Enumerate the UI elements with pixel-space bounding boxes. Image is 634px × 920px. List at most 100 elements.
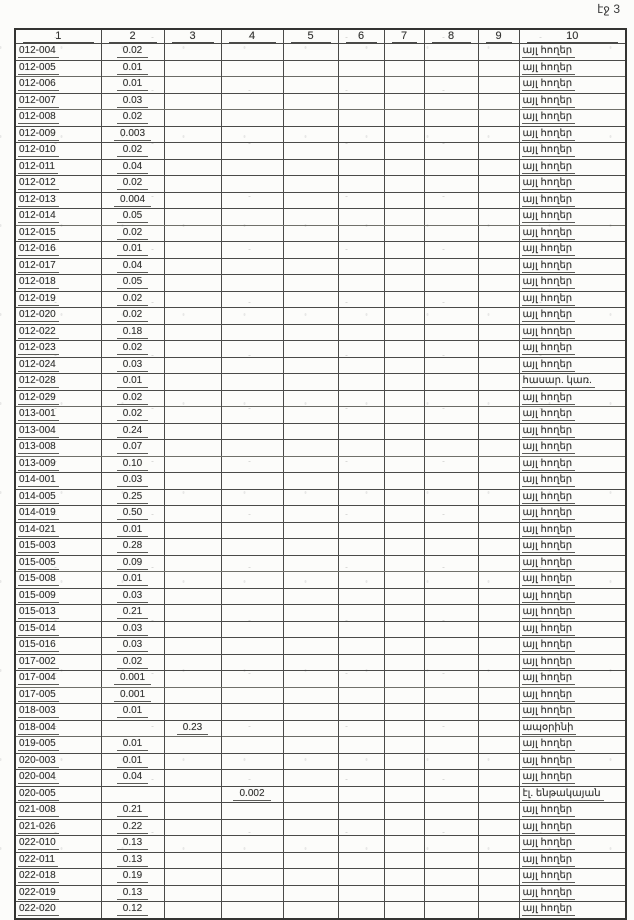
area-col5 — [282, 125, 339, 143]
table-row: 012-012 0.02 այլ հողեր — [14, 175, 627, 193]
area-col8 — [423, 389, 479, 407]
area-col5 — [282, 92, 339, 110]
table-row: 012-014 0.05 այլ հողեր — [14, 208, 627, 226]
table-row: 012-028 0.01 հասար. կառ. — [14, 373, 627, 391]
page-number-label: էջ 3 — [597, 2, 620, 16]
area-col4 — [220, 637, 284, 655]
area-col7 — [383, 125, 425, 143]
area-col2: 0.05 — [100, 274, 165, 292]
area-col4 — [220, 307, 284, 325]
area-col3 — [163, 686, 222, 704]
land-type-label: այլ հողեր — [518, 389, 627, 407]
table-row: 022-019 0.13 այլ հողեր — [14, 884, 627, 902]
area-col5 — [282, 703, 339, 721]
area-col5 — [282, 769, 339, 787]
area-col8 — [423, 472, 479, 490]
area-col7 — [383, 208, 425, 226]
area-col7 — [383, 719, 425, 737]
area-col4 — [220, 818, 284, 836]
column-header-4: 4 — [220, 28, 284, 44]
area-col5 — [282, 175, 339, 193]
area-col6 — [337, 554, 385, 572]
area-col8 — [423, 736, 479, 754]
area-col9 — [477, 472, 520, 490]
area-col4 — [220, 620, 284, 638]
area-col9 — [477, 241, 520, 259]
column-header-8: 8 — [423, 28, 479, 44]
area-col2: 0.01 — [100, 571, 165, 589]
land-parcels-table: 1 2 3 4 5 6 7 8 9 10 012-004 0.02 այլ հողեր 012-005 0… — [14, 28, 627, 920]
area-col2: 0.19 — [100, 868, 165, 886]
table-row: 012-019 0.02 այլ հողեր — [14, 290, 627, 308]
area-col3 — [163, 769, 222, 787]
parcel-code: 014-019 — [14, 505, 102, 523]
area-col7 — [383, 604, 425, 622]
area-col9 — [477, 851, 520, 869]
area-col4 — [220, 439, 284, 457]
parcel-code: 012-012 — [14, 175, 102, 193]
area-col8 — [423, 92, 479, 110]
area-col2: 0.28 — [100, 538, 165, 556]
land-type-label: այլ հողեր — [518, 851, 627, 869]
area-col3 — [163, 637, 222, 655]
area-col7 — [383, 884, 425, 902]
area-col9 — [477, 307, 520, 325]
area-col3 — [163, 340, 222, 358]
area-col8 — [423, 142, 479, 160]
area-col4 — [220, 835, 284, 853]
land-type-label: այլ հողեր — [518, 769, 627, 787]
area-col8 — [423, 670, 479, 688]
table-row: 012-011 0.04 այլ հողեր — [14, 158, 627, 176]
area-col3 — [163, 323, 222, 341]
land-type-label: այլ հողեր — [518, 835, 627, 853]
table-row: 012-004 0.02 այլ հողեր — [14, 43, 627, 61]
area-col5 — [282, 142, 339, 160]
area-col6 — [337, 752, 385, 770]
area-col2: 0.03 — [100, 356, 165, 374]
area-col9 — [477, 785, 520, 803]
area-col9 — [477, 835, 520, 853]
area-col2: 0.02 — [100, 224, 165, 242]
land-type-label: այլ հողեր — [518, 175, 627, 193]
area-col5 — [282, 884, 339, 902]
area-col9 — [477, 818, 520, 836]
area-col7 — [383, 109, 425, 127]
area-col8 — [423, 719, 479, 737]
area-col5 — [282, 356, 339, 374]
table-row: 012-016 0.01 այլ հողեր — [14, 241, 627, 259]
area-col3 — [163, 43, 222, 61]
area-col4 — [220, 125, 284, 143]
area-col2: 0.10 — [100, 455, 165, 473]
land-type-label: այլ հողեր — [518, 637, 627, 655]
area-col2: 0.03 — [100, 637, 165, 655]
area-col8 — [423, 802, 479, 820]
area-col6 — [337, 884, 385, 902]
area-col7 — [383, 76, 425, 94]
area-col7 — [383, 521, 425, 539]
area-col7 — [383, 274, 425, 292]
area-col4 — [220, 703, 284, 721]
parcel-code: 015-014 — [14, 620, 102, 638]
area-col4 — [220, 670, 284, 688]
area-col2: 0.004 — [100, 191, 165, 209]
area-col3 — [163, 521, 222, 539]
area-col9 — [477, 637, 520, 655]
area-col7 — [383, 59, 425, 77]
area-col6 — [337, 769, 385, 787]
area-col6 — [337, 257, 385, 275]
area-col6 — [337, 373, 385, 391]
area-col4 — [220, 587, 284, 605]
area-col5 — [282, 818, 339, 836]
area-col7 — [383, 620, 425, 638]
parcel-code: 017-002 — [14, 653, 102, 671]
area-col5 — [282, 505, 339, 523]
area-col6 — [337, 901, 385, 919]
area-col9 — [477, 208, 520, 226]
area-col2: 0.003 — [100, 125, 165, 143]
area-col2: 0.01 — [100, 241, 165, 259]
land-type-label: այլ հողեր — [518, 455, 627, 473]
land-type-label: այլ հողեր — [518, 884, 627, 902]
area-col6 — [337, 802, 385, 820]
area-col4 — [220, 373, 284, 391]
parcel-code: 013-008 — [14, 439, 102, 457]
